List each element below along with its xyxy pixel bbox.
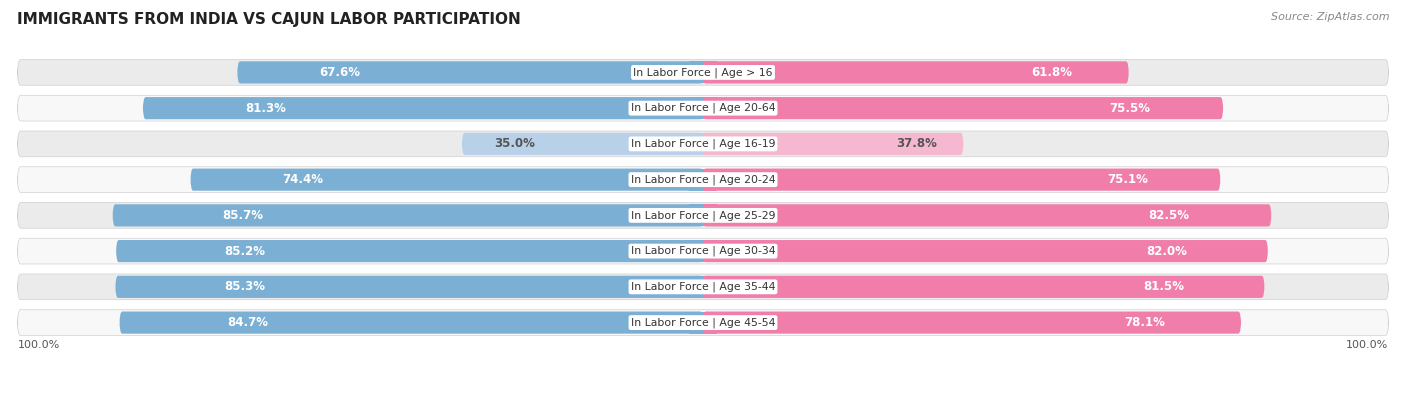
FancyBboxPatch shape	[238, 61, 703, 83]
FancyBboxPatch shape	[703, 97, 717, 119]
Text: 85.7%: 85.7%	[222, 209, 263, 222]
Text: 78.1%: 78.1%	[1123, 316, 1164, 329]
FancyBboxPatch shape	[703, 133, 963, 155]
FancyBboxPatch shape	[17, 95, 1389, 121]
FancyBboxPatch shape	[703, 276, 717, 298]
FancyBboxPatch shape	[17, 60, 1389, 85]
Text: 85.3%: 85.3%	[224, 280, 266, 293]
FancyBboxPatch shape	[112, 204, 703, 226]
Text: 75.1%: 75.1%	[1107, 173, 1147, 186]
FancyBboxPatch shape	[703, 169, 1220, 191]
Text: 100.0%: 100.0%	[17, 340, 59, 350]
FancyBboxPatch shape	[703, 61, 1129, 83]
FancyBboxPatch shape	[17, 274, 1389, 300]
FancyBboxPatch shape	[190, 169, 703, 191]
Text: 84.7%: 84.7%	[228, 316, 269, 329]
Text: 37.8%: 37.8%	[896, 137, 936, 150]
Text: IMMIGRANTS FROM INDIA VS CAJUN LABOR PARTICIPATION: IMMIGRANTS FROM INDIA VS CAJUN LABOR PAR…	[17, 12, 520, 27]
Text: In Labor Force | Age 35-44: In Labor Force | Age 35-44	[631, 282, 775, 292]
Text: 67.6%: 67.6%	[319, 66, 360, 79]
FancyBboxPatch shape	[115, 276, 703, 298]
FancyBboxPatch shape	[463, 133, 703, 155]
FancyBboxPatch shape	[703, 240, 717, 262]
FancyBboxPatch shape	[17, 167, 1389, 192]
Text: 100.0%: 100.0%	[1347, 340, 1389, 350]
FancyBboxPatch shape	[703, 61, 717, 83]
FancyBboxPatch shape	[689, 204, 703, 226]
FancyBboxPatch shape	[689, 276, 703, 298]
FancyBboxPatch shape	[703, 204, 1271, 226]
Text: In Labor Force | Age 25-29: In Labor Force | Age 25-29	[631, 210, 775, 221]
FancyBboxPatch shape	[689, 97, 703, 119]
FancyBboxPatch shape	[17, 238, 1389, 264]
FancyBboxPatch shape	[703, 240, 1268, 262]
FancyBboxPatch shape	[17, 203, 1389, 228]
FancyBboxPatch shape	[117, 240, 703, 262]
Text: In Labor Force | Age 16-19: In Labor Force | Age 16-19	[631, 139, 775, 149]
FancyBboxPatch shape	[689, 61, 703, 83]
FancyBboxPatch shape	[17, 131, 1389, 157]
Text: In Labor Force | Age 20-64: In Labor Force | Age 20-64	[631, 103, 775, 113]
Text: 74.4%: 74.4%	[283, 173, 323, 186]
FancyBboxPatch shape	[703, 312, 1241, 334]
Text: In Labor Force | Age 20-24: In Labor Force | Age 20-24	[631, 174, 775, 185]
Text: 61.8%: 61.8%	[1032, 66, 1073, 79]
FancyBboxPatch shape	[120, 312, 703, 334]
FancyBboxPatch shape	[689, 169, 703, 191]
Text: 81.3%: 81.3%	[246, 102, 287, 115]
Text: Source: ZipAtlas.com: Source: ZipAtlas.com	[1271, 12, 1389, 22]
FancyBboxPatch shape	[703, 133, 717, 155]
Text: 85.2%: 85.2%	[225, 245, 266, 258]
FancyBboxPatch shape	[17, 310, 1389, 335]
Text: In Labor Force | Age 30-34: In Labor Force | Age 30-34	[631, 246, 775, 256]
FancyBboxPatch shape	[703, 204, 717, 226]
FancyBboxPatch shape	[143, 97, 703, 119]
FancyBboxPatch shape	[689, 133, 703, 155]
Text: In Labor Force | Age 45-54: In Labor Force | Age 45-54	[631, 317, 775, 328]
Text: In Labor Force | Age > 16: In Labor Force | Age > 16	[633, 67, 773, 78]
Text: 82.5%: 82.5%	[1149, 209, 1189, 222]
FancyBboxPatch shape	[703, 97, 1223, 119]
Text: 35.0%: 35.0%	[495, 137, 536, 150]
Text: 82.0%: 82.0%	[1146, 245, 1187, 258]
FancyBboxPatch shape	[703, 169, 717, 191]
FancyBboxPatch shape	[703, 276, 1264, 298]
FancyBboxPatch shape	[703, 312, 717, 334]
FancyBboxPatch shape	[689, 240, 703, 262]
Text: 81.5%: 81.5%	[1143, 280, 1184, 293]
FancyBboxPatch shape	[689, 312, 703, 334]
Text: 75.5%: 75.5%	[1109, 102, 1150, 115]
